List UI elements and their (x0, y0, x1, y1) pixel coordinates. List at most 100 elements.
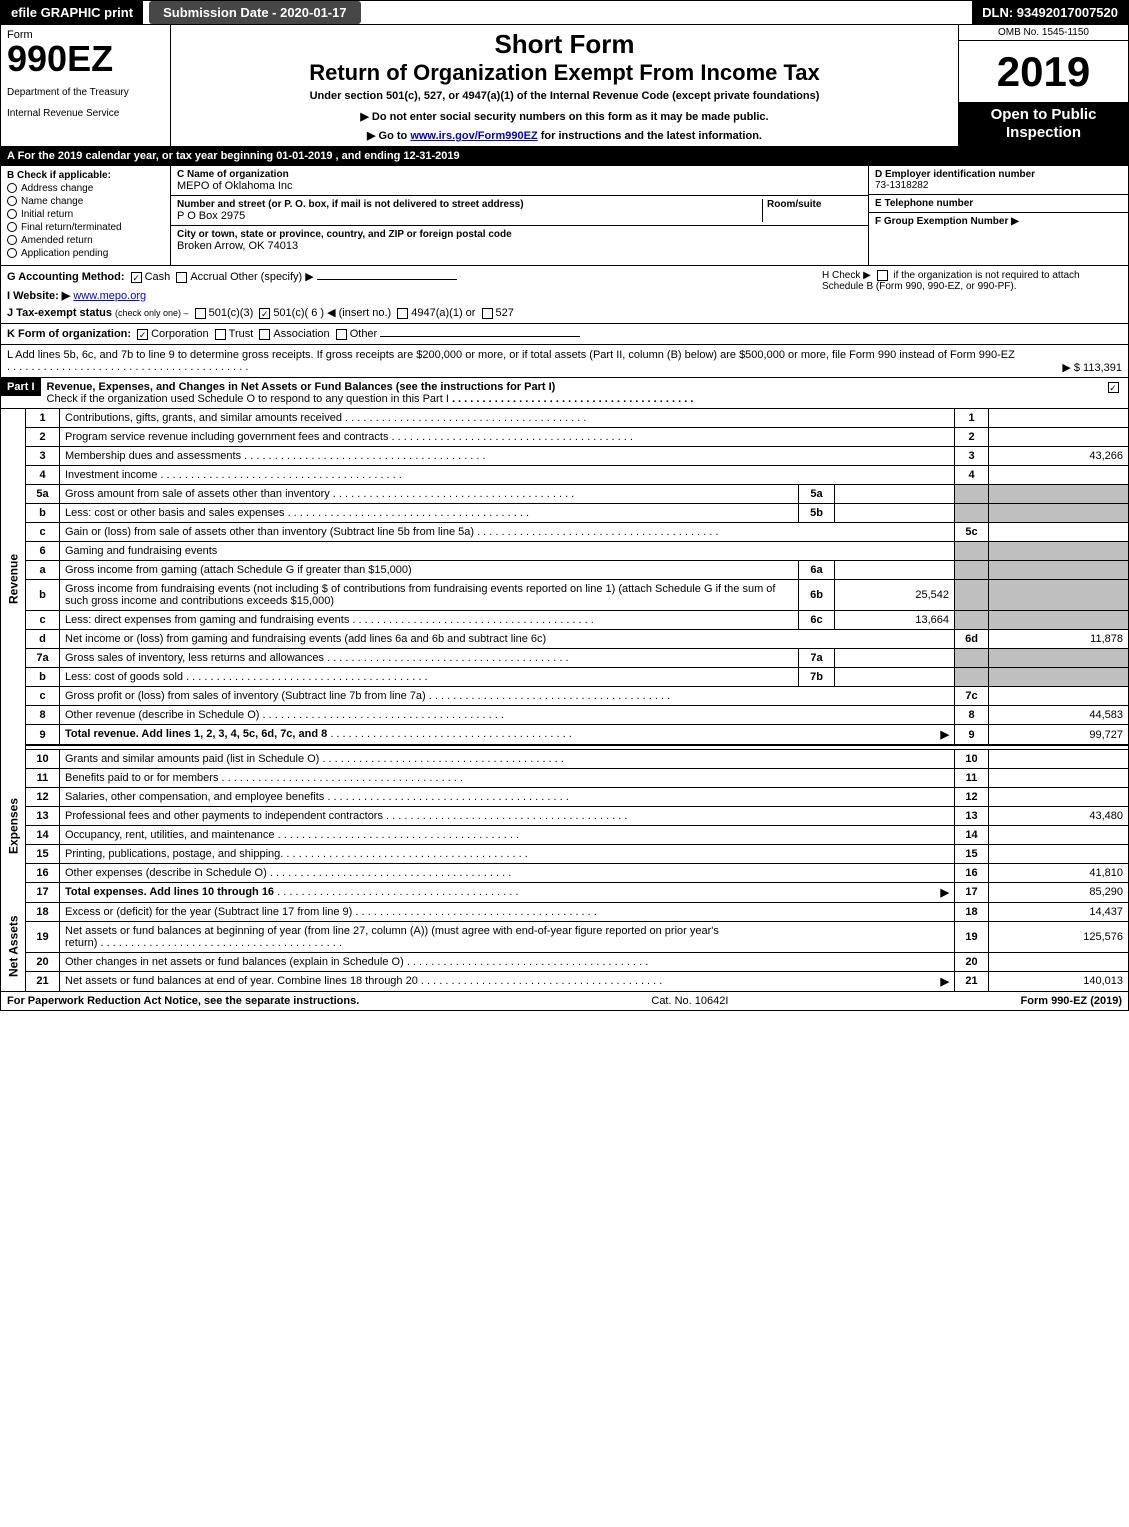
g-label: G Accounting Method: (7, 271, 125, 283)
chk-name-change[interactable]: Name change (7, 196, 164, 207)
chk-address-change[interactable]: Address change (7, 183, 164, 194)
org-name-row: C Name of organization MEPO of Oklahoma … (171, 166, 868, 196)
line-16: 16 Other expenses (describe in Schedule … (1, 863, 1129, 882)
dept-treasury: Department of the Treasury (7, 87, 164, 98)
chk-final-return[interactable]: Final return/terminated (7, 222, 164, 233)
line-6a: a Gross income from gaming (attach Sched… (1, 561, 1129, 580)
line-15: 15 Printing, publications, postage, and … (1, 844, 1129, 863)
line-5b: b Less: cost or other basis and sales ex… (1, 504, 1129, 523)
chk-application-pending[interactable]: Application pending (7, 248, 164, 259)
j-small: (check only one) – (115, 308, 189, 318)
section-g: G Accounting Method: Cash Accrual Other … (7, 270, 822, 319)
form-header: Form 990EZ Department of the Treasury In… (0, 25, 1129, 147)
chk-527[interactable] (482, 308, 493, 319)
line-11: 11 Benefits paid to or for members 11 (1, 768, 1129, 787)
line-18: Net Assets 18 Excess or (deficit) for th… (1, 902, 1129, 921)
tax-year-row: A For the 2019 calendar year, or tax yea… (0, 147, 1129, 166)
section-h: H Check ▶ if the organization is not req… (822, 270, 1122, 319)
footer-right: Form 990-EZ (2019) (1021, 995, 1122, 1007)
line-5a: 5a Gross amount from sale of assets othe… (1, 485, 1129, 504)
part1-chk (1098, 378, 1128, 393)
info-block: B Check if applicable: Address change Na… (0, 166, 1129, 266)
line-14: 14 Occupancy, rent, utilities, and maint… (1, 825, 1129, 844)
omb-number: OMB No. 1545-1150 (959, 25, 1128, 41)
section-b-title: B Check if applicable: (7, 170, 164, 181)
goto-post: for instructions and the latest informat… (538, 130, 762, 142)
line-17: 17 Total expenses. Add lines 10 through … (1, 882, 1129, 902)
section-b: B Check if applicable: Address change Na… (1, 166, 171, 265)
chk-501c3[interactable] (195, 308, 206, 319)
part1-sub: Check if the organization used Schedule … (47, 393, 449, 405)
row-g-h: G Accounting Method: Cash Accrual Other … (0, 266, 1129, 324)
irs-label: Internal Revenue Service (7, 108, 164, 119)
website-link[interactable]: www.mepo.org (73, 290, 146, 302)
return-title: Return of Organization Exempt From Incom… (179, 60, 950, 86)
line-2: 2 Program service revenue including gove… (1, 428, 1129, 447)
side-expenses: Expenses (1, 749, 26, 902)
arrow-icon (941, 975, 949, 988)
city-row: City or town, state or province, country… (171, 226, 868, 255)
l-amount: ▶ $ 113,391 (1062, 361, 1122, 374)
chk-accrual[interactable] (176, 272, 187, 283)
page-footer: For Paperwork Reduction Act Notice, see … (0, 992, 1129, 1011)
arrow-icon (941, 886, 949, 899)
ein-label: D Employer identification number (875, 169, 1122, 180)
line-6c: c Less: direct expenses from gaming and … (1, 611, 1129, 630)
side-revenue: Revenue (1, 409, 26, 749)
line-20: 20 Other changes in net assets or fund b… (1, 952, 1129, 971)
side-netassets: Net Assets (1, 902, 26, 991)
short-form-title: Short Form (179, 29, 950, 60)
line-6b: b Gross income from fundraising events (… (1, 580, 1129, 611)
line-7b: b Less: cost of goods sold 7b (1, 668, 1129, 687)
chk-trust[interactable] (215, 329, 226, 340)
chk-initial-return[interactable]: Initial return (7, 209, 164, 220)
top-bar: efile GRAPHIC print Submission Date - 20… (0, 0, 1129, 25)
k-other-line[interactable] (380, 336, 580, 337)
submission-date-badge: Submission Date - 2020-01-17 (149, 1, 361, 24)
group-exemption-label: F Group Exemption Number ▶ (875, 216, 1122, 227)
section-k: K Form of organization: Corporation Trus… (0, 324, 1129, 345)
chk-schedule-o[interactable] (1108, 382, 1119, 393)
chk-cash[interactable] (131, 272, 142, 283)
line-1: Revenue 1 Contributions, gifts, grants, … (1, 409, 1129, 428)
street-value: P O Box 2975 (177, 210, 762, 222)
line-5c: c Gain or (loss) from sale of assets oth… (1, 523, 1129, 542)
irs-link[interactable]: www.irs.gov/Form990EZ (410, 130, 537, 142)
under-section-text: Under section 501(c), 527, or 4947(a)(1)… (179, 90, 950, 102)
line-12: 12 Salaries, other compensation, and emp… (1, 787, 1129, 806)
section-c: C Name of organization MEPO of Oklahoma … (171, 166, 868, 265)
chk-corporation[interactable] (137, 329, 148, 340)
ein-value: 73-1318282 (875, 180, 1122, 191)
line-7a: 7a Gross sales of inventory, less return… (1, 649, 1129, 668)
footer-left: For Paperwork Reduction Act Notice, see … (7, 995, 359, 1007)
line-7c: c Gross profit or (loss) from sales of i… (1, 687, 1129, 706)
chk-association[interactable] (259, 329, 270, 340)
chk-other-org[interactable] (336, 329, 347, 340)
h-text1: H Check ▶ (822, 270, 871, 281)
section-d-e-f: D Employer identification number 73-1318… (868, 166, 1128, 265)
street-row: Number and street (or P. O. box, if mail… (171, 196, 868, 226)
form-number: 990EZ (7, 41, 164, 77)
dln-badge: DLN: 93492017007520 (972, 1, 1128, 24)
goto-pre: ▶ Go to (367, 130, 410, 142)
section-l: L Add lines 5b, 6c, and 7b to line 9 to … (0, 345, 1129, 378)
chk-501c[interactable] (259, 308, 270, 319)
lines-table: Revenue 1 Contributions, gifts, grants, … (0, 409, 1129, 992)
arrow-icon (941, 728, 949, 741)
line-10: Expenses 10 Grants and similar amounts p… (1, 749, 1129, 768)
efile-print-button[interactable]: efile GRAPHIC print (1, 1, 143, 24)
phone-label: E Telephone number (875, 198, 1122, 209)
part1-title: Revenue, Expenses, and Changes in Net As… (41, 378, 1098, 408)
l-text: L Add lines 5b, 6c, and 7b to line 9 to … (7, 349, 1015, 361)
part1-label: Part I (1, 378, 41, 396)
chk-h[interactable] (877, 270, 888, 281)
header-left: Form 990EZ Department of the Treasury In… (1, 25, 171, 146)
line-21: 21 Net assets or fund balances at end of… (1, 971, 1129, 991)
chk-amended-return[interactable]: Amended return (7, 235, 164, 246)
g-other-line[interactable] (317, 279, 457, 280)
street-label: Number and street (or P. O. box, if mail… (177, 199, 762, 210)
footer-cat: Cat. No. 10642I (651, 995, 728, 1007)
chk-4947[interactable] (397, 308, 408, 319)
ein-cell: D Employer identification number 73-1318… (869, 166, 1128, 195)
org-name: MEPO of Oklahoma Inc (177, 180, 862, 192)
